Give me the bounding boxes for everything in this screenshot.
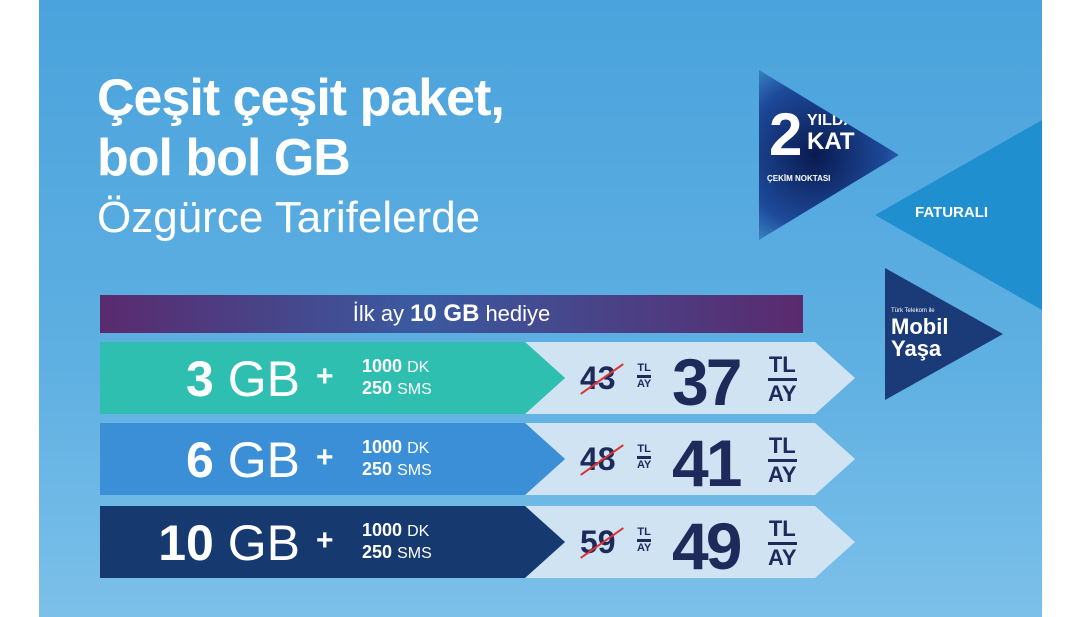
- gb-value: 3: [186, 351, 214, 407]
- gb-value: 6: [186, 432, 214, 488]
- advertisement: Çeşit çeşit paket, bol bol GB Özgürce Ta…: [39, 0, 1042, 617]
- plus-sign: +: [316, 360, 334, 393]
- old-period: AY: [637, 378, 652, 390]
- sms: 250: [362, 459, 393, 479]
- old-price: 43: [580, 360, 616, 396]
- old-price: 59: [580, 524, 616, 560]
- new-currency: TL: [768, 352, 796, 377]
- banner-pre: İlk ay: [352, 301, 405, 326]
- minutes-unit: DK: [407, 359, 430, 376]
- headline-line-3: Özgürce Tarifelerde: [97, 193, 481, 242]
- sms: 250: [362, 542, 393, 562]
- minutes: 1000: [362, 437, 403, 457]
- new-price-unit: TL AY: [768, 516, 797, 571]
- mobil-yasa-logo: Türk Telekom ile Mobil Yaşa: [885, 268, 1003, 400]
- gb-amount: 10 GB: [100, 514, 300, 572]
- mobil-small: Türk Telekom ile: [891, 308, 935, 314]
- old-currency: TL: [637, 362, 651, 374]
- new-period: AY: [768, 462, 797, 487]
- mobil-line2: Yaşa: [891, 336, 942, 361]
- sms: 250: [362, 378, 393, 398]
- minutes-unit: DK: [407, 523, 430, 540]
- plus-sign: +: [316, 524, 334, 557]
- package-details: 1000 DK 250 SMS: [362, 520, 432, 564]
- headline-line-2: bol bol GB: [97, 129, 351, 187]
- new-currency: TL: [768, 433, 796, 458]
- minutes: 1000: [362, 520, 403, 540]
- old-period: AY: [637, 459, 652, 471]
- sms-unit: SMS: [397, 545, 432, 562]
- package-details: 1000 DK 250 SMS: [362, 356, 432, 400]
- plan-row: 3 GB + 1000 DK 250 SMS 43 TL AY 37 TL AY: [100, 342, 860, 419]
- old-price-unit: TL AY: [637, 362, 652, 391]
- new-price: 41: [672, 426, 742, 500]
- banner-bold: 10 GB: [410, 300, 480, 327]
- gb-value: 10: [158, 515, 214, 571]
- banner-post: hediye: [485, 301, 551, 326]
- old-currency: TL: [637, 443, 651, 455]
- gb-unit: GB: [227, 432, 300, 488]
- plan-row: 10 GB + 1000 DK 250 SMS 59 TL AY 49 TL AY: [100, 506, 860, 583]
- gb-amount: 3 GB: [100, 350, 300, 408]
- old-price-unit: TL AY: [637, 443, 652, 472]
- old-price: 48: [580, 441, 616, 477]
- badge-caption: ÇEKİM NOKTASI: [767, 174, 831, 183]
- old-period: AY: [637, 542, 652, 554]
- old-currency: TL: [637, 526, 651, 538]
- badge-word2: KAT: [807, 128, 855, 155]
- minutes: 1000: [362, 356, 403, 376]
- gb-unit: GB: [227, 515, 300, 571]
- package-panel: [100, 506, 565, 578]
- faturali-label: FATURALI: [915, 204, 989, 221]
- mobil-line1: Mobil: [891, 314, 949, 339]
- package-panel: [100, 342, 565, 414]
- new-period: AY: [768, 381, 797, 406]
- new-price: 49: [672, 509, 742, 583]
- badge-number: 2: [769, 101, 803, 168]
- headline-line-1: Çeşit çeşit paket,: [97, 69, 505, 127]
- sms-unit: SMS: [397, 462, 432, 479]
- plan-row: 6 GB + 1000 DK 250 SMS 48 TL AY 41 TL AY: [100, 423, 860, 500]
- new-currency: TL: [768, 516, 796, 541]
- new-price: 37: [672, 345, 742, 419]
- package-panel: [100, 423, 565, 495]
- plus-sign: +: [316, 441, 334, 474]
- new-period: AY: [768, 545, 797, 570]
- new-price-unit: TL AY: [768, 433, 797, 488]
- minutes-unit: DK: [407, 440, 430, 457]
- gb-unit: GB: [227, 351, 300, 407]
- package-details: 1000 DK 250 SMS: [362, 437, 432, 481]
- sms-unit: SMS: [397, 381, 432, 398]
- gift-banner: İlk ay 10 GB hediye: [100, 295, 803, 333]
- new-price-unit: TL AY: [768, 352, 797, 407]
- gb-amount: 6 GB: [100, 431, 300, 489]
- old-price-unit: TL AY: [637, 526, 652, 555]
